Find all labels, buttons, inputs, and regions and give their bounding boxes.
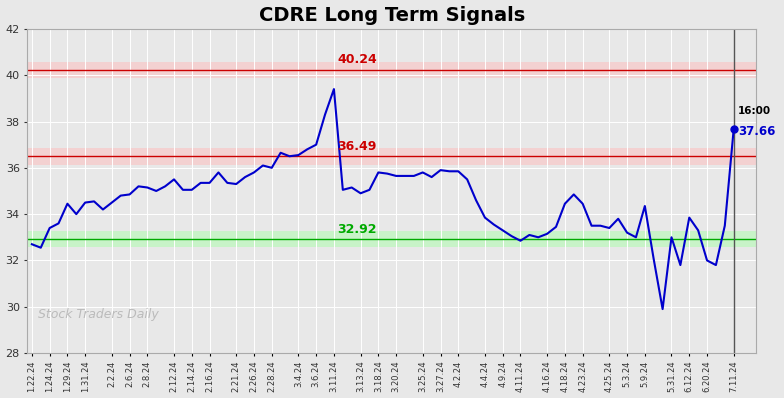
Text: 40.24: 40.24 xyxy=(337,53,377,66)
Text: 16:00: 16:00 xyxy=(738,106,771,116)
Text: 32.92: 32.92 xyxy=(337,222,377,236)
Bar xyxy=(27,148,756,165)
Text: Stock Traders Daily: Stock Traders Daily xyxy=(38,308,159,321)
Bar xyxy=(27,231,756,247)
Text: 37.66: 37.66 xyxy=(738,125,775,138)
Title: CDRE Long Term Signals: CDRE Long Term Signals xyxy=(259,6,524,25)
Bar xyxy=(27,62,756,78)
Text: 36.49: 36.49 xyxy=(337,140,377,153)
